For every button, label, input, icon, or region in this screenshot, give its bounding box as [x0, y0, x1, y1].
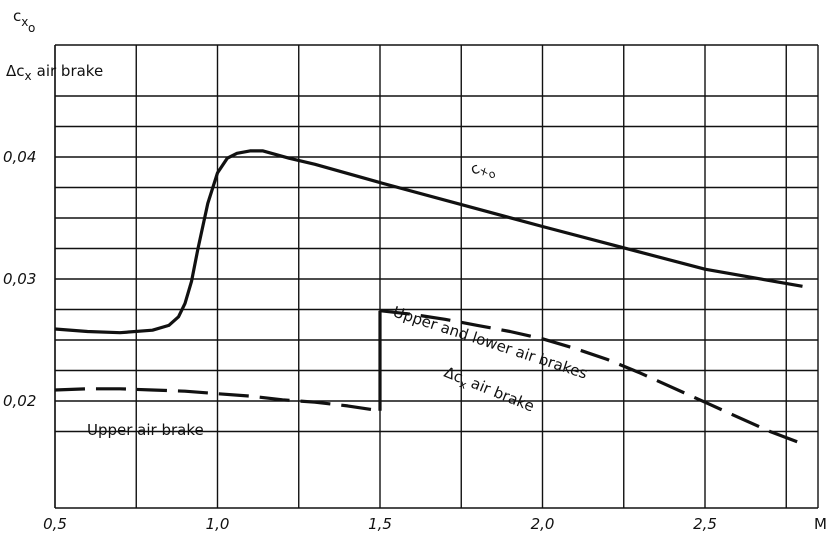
series-line-1 — [54, 387, 381, 413]
series-label-cxo-sub: x — [478, 164, 489, 179]
y-axis-label-main: c — [13, 7, 21, 25]
x-axis-label: M — [814, 515, 827, 533]
x-tick-label: 2,0 — [531, 515, 555, 533]
series-label-cxo: cxo — [468, 154, 498, 187]
series-label-upper: Upper air brake — [87, 421, 204, 439]
y-axis-label-delta: Δcx air brake — [6, 62, 103, 83]
series-line-0 — [54, 149, 803, 335]
series-label-delta-sub: x — [458, 377, 469, 392]
x-tick-label: 0,5 — [43, 515, 67, 533]
series-label-delta-rest: air brake — [468, 374, 536, 416]
y-axis-label-delta-rest: air brake — [37, 62, 104, 80]
x-tick-label: 2,5 — [693, 515, 717, 533]
y-axis-label-cxo: cxo — [13, 7, 35, 35]
y-tick-label: 0,03 — [3, 270, 36, 288]
y-axis-label-delta-main: Δc — [6, 62, 25, 80]
chart-series — [54, 149, 804, 446]
tick-labels: 0,5 1,0 1,5 2,0 2,5 0,02 0,03 0,04 — [3, 148, 717, 533]
y-tick-label: 0,02 — [3, 392, 36, 410]
x-tick-label: 1,0 — [206, 515, 230, 533]
series-label-delta-main: Δc — [442, 363, 466, 387]
y-axis-label-sub: x — [21, 15, 28, 29]
y-axis-label-delta-sub: x — [25, 69, 32, 83]
series-label-delta-cx: Δcxair brake — [440, 363, 536, 418]
series-label-cxo-subsub: o — [486, 167, 497, 182]
series-line-2 — [379, 309, 804, 446]
y-axis-label-subsub: o — [28, 21, 35, 35]
chart-grid — [54, 44, 819, 509]
x-tick-label: 1,5 — [368, 515, 392, 533]
y-tick-label: 0,04 — [3, 148, 36, 166]
